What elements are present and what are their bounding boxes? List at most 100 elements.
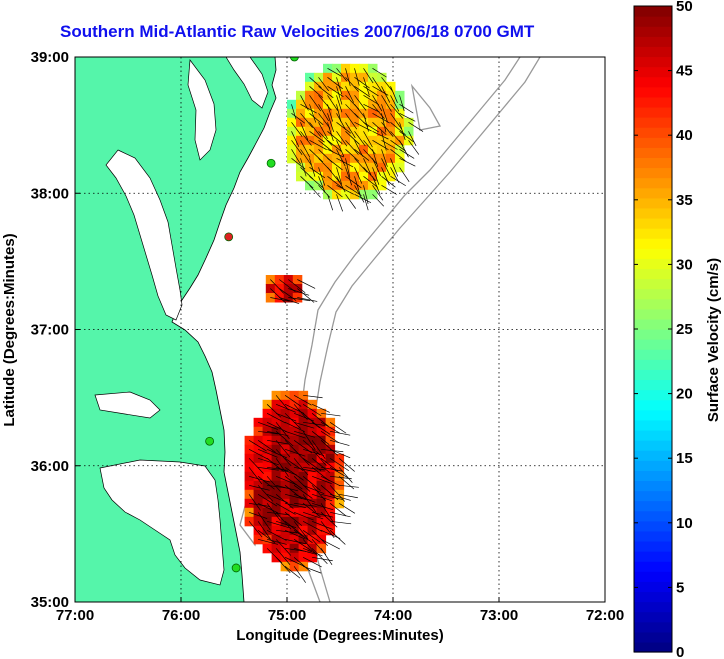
station-markers	[205, 57, 299, 573]
y-tick-label: 38:00	[31, 185, 69, 202]
velocity-vector	[354, 167, 363, 184]
velocity-vector	[270, 279, 285, 294]
velocity-vector	[336, 86, 343, 105]
station-marker	[205, 436, 215, 446]
colorbar-tick-label: 20	[676, 386, 693, 403]
velocity-vector	[320, 485, 339, 501]
velocity-vector	[309, 104, 317, 123]
velocity-vector	[294, 547, 316, 555]
velocity-vector	[284, 566, 301, 579]
y-axis-label: Latitude (Degrees:Minutes)	[1, 233, 18, 426]
velocity-vector	[330, 430, 351, 436]
velocity-vector	[381, 158, 391, 176]
velocity-vector	[320, 529, 341, 539]
colorbar-segment	[634, 46, 672, 58]
velocity-vector	[248, 449, 268, 460]
colorbar-segment	[634, 339, 672, 350]
velocity-vector	[275, 412, 297, 422]
velocity-vector	[257, 476, 275, 490]
velocity-vector	[354, 68, 360, 86]
velocity-vector	[279, 297, 300, 304]
velocity-vector	[399, 95, 405, 112]
colorbar-segment	[634, 238, 672, 249]
velocity-vector	[399, 167, 410, 183]
velocity-vector	[291, 149, 301, 165]
velocity-vector	[294, 421, 315, 429]
velocity-vector	[363, 68, 374, 84]
velocity-vector	[372, 176, 381, 195]
velocity-vector	[258, 430, 279, 435]
velocity-vector	[363, 77, 370, 96]
velocity-vector	[399, 113, 416, 122]
velocity-vector	[336, 158, 354, 168]
velocity-vector	[336, 194, 343, 212]
velocity-vector	[408, 140, 420, 155]
velocity-vector	[302, 440, 321, 456]
colorbar-segment	[634, 147, 672, 159]
velocity-vector	[330, 439, 350, 446]
velocity-vector	[327, 95, 339, 112]
velocity-vector	[320, 475, 341, 487]
velocity-vector	[330, 520, 352, 525]
velocity-vector	[336, 104, 342, 122]
velocity-vector	[302, 557, 322, 568]
velocity-vector	[363, 176, 378, 188]
velocity-vector	[311, 467, 330, 481]
velocity-vector	[293, 449, 310, 466]
velocity-vector	[257, 448, 278, 458]
velocity-vector	[284, 529, 305, 540]
velocity-vector	[390, 95, 400, 112]
velocity-vector	[311, 431, 330, 445]
velocity-vector	[311, 413, 329, 427]
y-tick-label: 35:00	[31, 594, 69, 611]
velocity-vector	[300, 122, 309, 141]
velocity-vector	[363, 149, 378, 165]
colorbar-tick-label: 15	[676, 450, 693, 467]
x-axis: 77:00 76:00 75:00 74:00 73:00 72:00	[56, 597, 624, 624]
velocity-vector	[372, 77, 383, 92]
velocity-vector	[267, 538, 287, 545]
velocity-vector	[275, 475, 297, 486]
velocity-vector	[336, 68, 348, 82]
velocity-vector	[381, 113, 387, 133]
colorbar-segment	[634, 631, 672, 643]
velocity-vector	[345, 140, 359, 155]
velocity-vector	[270, 288, 287, 304]
velocity-vector	[275, 494, 294, 509]
colorbar-segment	[634, 258, 672, 270]
velocity-vector	[284, 521, 303, 536]
velocity-vector	[276, 529, 298, 534]
velocity-vector	[302, 511, 324, 520]
velocity-vector	[284, 448, 306, 457]
velocity-vector	[327, 167, 340, 183]
colorbar-segment	[634, 561, 672, 572]
velocity-vector	[363, 95, 379, 105]
velocity-vector	[311, 449, 327, 466]
velocity-vector	[354, 113, 369, 128]
velocity-vector	[275, 395, 289, 411]
velocity-vector	[327, 148, 344, 158]
velocity-vector	[275, 403, 296, 413]
velocity-vector	[300, 158, 307, 177]
velocity-vector	[302, 494, 317, 513]
velocity-vector	[354, 149, 370, 161]
velocity-vector	[309, 86, 323, 98]
station-marker	[231, 563, 241, 573]
velocity-vector	[275, 440, 291, 458]
colorbar-segment	[634, 409, 672, 421]
station-marker	[266, 158, 276, 168]
velocity-vector	[321, 493, 343, 500]
velocity-vector	[363, 86, 379, 97]
velocity-vector	[293, 458, 309, 476]
velocity-vector	[345, 122, 356, 139]
velocity-vector	[327, 194, 334, 211]
velocity-vector	[345, 158, 351, 178]
velocity-vector	[293, 530, 313, 543]
colorbar-segment	[634, 510, 672, 522]
velocity-vector	[345, 167, 353, 186]
velocity-vector	[318, 77, 329, 92]
velocity-vector	[311, 440, 326, 459]
velocity-vector	[345, 113, 358, 130]
velocity-vector	[381, 149, 388, 167]
velocity-vector	[302, 521, 323, 532]
